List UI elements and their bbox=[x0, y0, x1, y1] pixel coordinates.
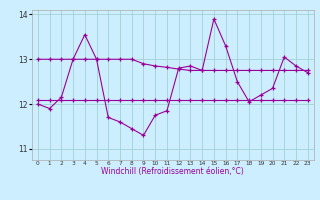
X-axis label: Windchill (Refroidissement éolien,°C): Windchill (Refroidissement éolien,°C) bbox=[101, 167, 244, 176]
